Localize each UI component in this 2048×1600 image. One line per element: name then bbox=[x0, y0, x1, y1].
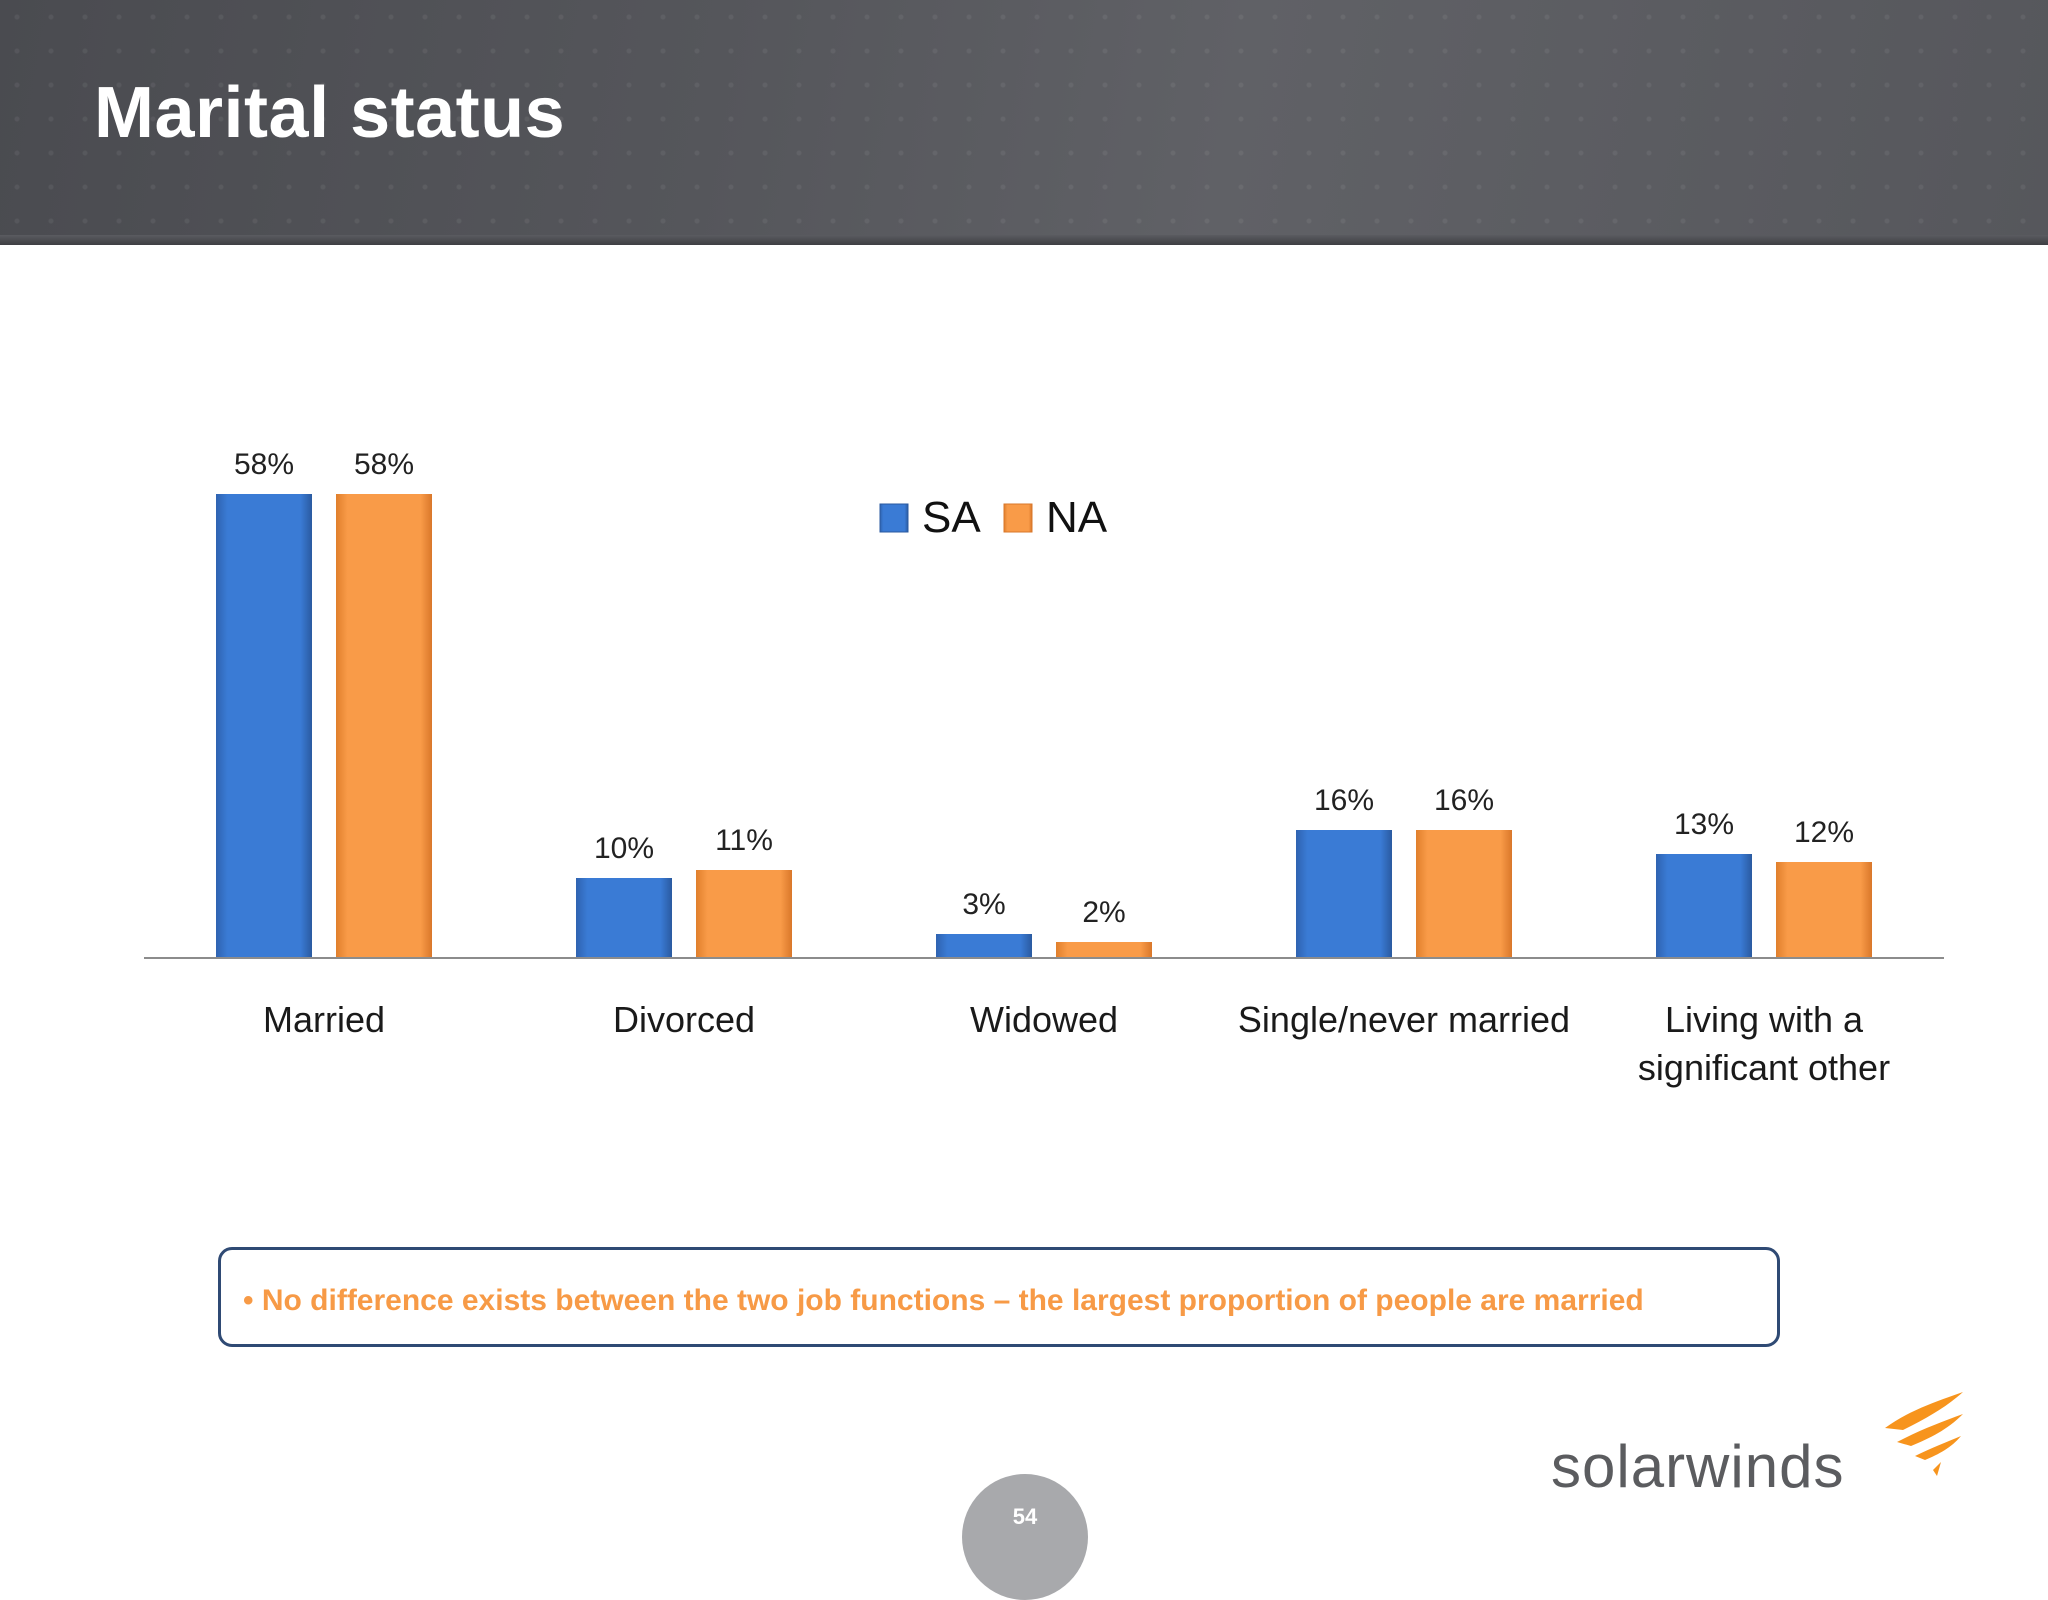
summary-callout: • No difference exists between the two j… bbox=[218, 1247, 1780, 1347]
callout-text: • No difference exists between the two j… bbox=[243, 1284, 1644, 1317]
bar-sa-2 bbox=[936, 934, 1032, 958]
bars-layer bbox=[216, 494, 1872, 958]
solarwinds-logo: solarwinds bbox=[1545, 1390, 1963, 1500]
category-label-2: Widowed bbox=[970, 999, 1118, 1040]
data-label-sa-4: 13% bbox=[1674, 808, 1734, 841]
category-label-4-line0: Living with a bbox=[1665, 999, 1864, 1040]
bar-na-3 bbox=[1416, 830, 1512, 958]
bar-sa-4 bbox=[1656, 854, 1752, 958]
bar-chart: 58% 58% 10% 11% 3% 2% 16% 16% 13% 12% Married Divo… bbox=[144, 448, 1944, 1088]
category-label-1: Divorced bbox=[613, 999, 755, 1040]
data-label-sa-2: 3% bbox=[962, 888, 1005, 921]
data-label-na-1: 11% bbox=[715, 824, 773, 857]
legend-label-na: NA bbox=[1046, 493, 1108, 542]
data-label-sa-3: 16% bbox=[1314, 784, 1374, 817]
page-number-badge: 54 bbox=[962, 1474, 1088, 1600]
legend: SA NA bbox=[879, 493, 1108, 542]
bar-na-2 bbox=[1056, 942, 1152, 958]
bar-sa-1 bbox=[576, 878, 672, 958]
page-number: 54 bbox=[1012, 1504, 1038, 1529]
legend-swatch-sa bbox=[879, 503, 909, 533]
legend-swatch-na bbox=[1003, 503, 1033, 533]
data-label-na-0: 58% bbox=[354, 448, 414, 481]
data-label-na-2: 2% bbox=[1082, 896, 1125, 929]
bar-na-4 bbox=[1776, 862, 1872, 958]
category-label-0: Married bbox=[263, 999, 385, 1040]
bar-na-0 bbox=[336, 494, 432, 958]
data-label-na-3: 16% bbox=[1434, 784, 1494, 817]
bar-sa-3 bbox=[1296, 830, 1392, 958]
data-label-na-4: 12% bbox=[1794, 816, 1854, 849]
bar-sa-0 bbox=[216, 494, 312, 958]
data-labels-layer: 58% 58% 10% 11% 3% 2% 16% 16% 13% 12% bbox=[234, 448, 1854, 929]
data-label-sa-1: 10% bbox=[594, 832, 654, 865]
flame-icon bbox=[1885, 1392, 1963, 1476]
category-labels-layer: Married Divorced Widowed Single/never marri… bbox=[263, 999, 1890, 1088]
slide-header: Marital status bbox=[0, 0, 2048, 245]
category-label-4-line1: significant other bbox=[1638, 1047, 1890, 1088]
bar-na-1 bbox=[696, 870, 792, 958]
legend-label-sa: SA bbox=[922, 493, 981, 542]
page-title: Marital status bbox=[94, 73, 566, 153]
logo-wordmark: solarwinds bbox=[1551, 1433, 1845, 1500]
category-label-3: Single/never married bbox=[1238, 999, 1570, 1040]
data-label-sa-0: 58% bbox=[234, 448, 294, 481]
